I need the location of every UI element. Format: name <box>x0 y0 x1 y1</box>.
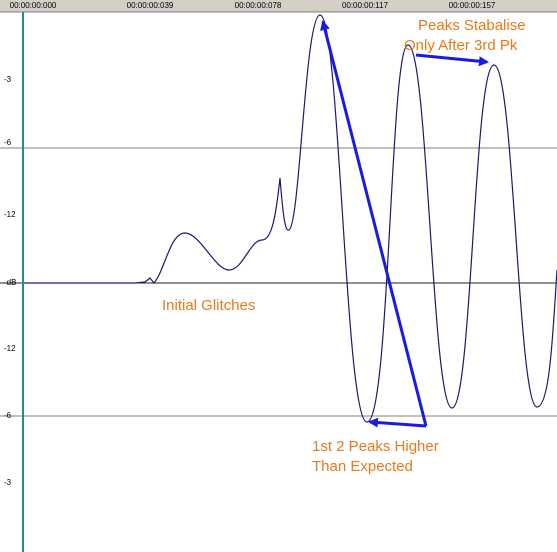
level-label: -6 <box>4 411 12 420</box>
waveform <box>24 14 557 423</box>
level-label: -6 <box>4 138 12 147</box>
ruler-labels: 00:00:00:000 00:00:00:039 00:00:00:078 0… <box>10 1 496 10</box>
annotation: Peaks Stabalise <box>418 17 526 34</box>
annotation: Initial Glitches <box>162 297 255 314</box>
level-label: -dB <box>4 278 16 287</box>
time-label: 00:00:00:117 <box>342 1 389 10</box>
time-label: 00:00:00:039 <box>127 1 174 10</box>
time-ruler <box>0 0 557 12</box>
annotation-arrows <box>320 20 489 428</box>
level-label: -3 <box>4 478 12 487</box>
time-label: 00:00:00:157 <box>449 1 496 10</box>
level-label: -12 <box>4 344 16 353</box>
annotation: 1st 2 Peaks Higher <box>312 438 439 455</box>
time-label: 00:00:00:000 <box>10 1 57 10</box>
annotation: Only After 3rd Pk <box>404 37 518 54</box>
level-label: -12 <box>4 210 16 219</box>
annotation: Than Expected <box>312 458 413 475</box>
level-label: -3 <box>4 75 12 84</box>
time-label: 00:00:00:078 <box>235 1 282 10</box>
